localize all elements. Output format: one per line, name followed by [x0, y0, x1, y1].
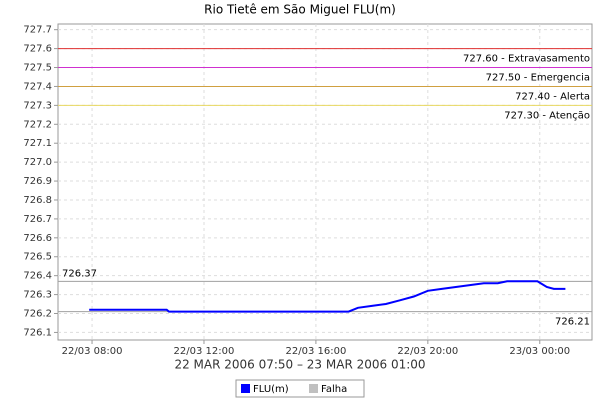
- y-tick-label: 727.0: [23, 157, 52, 168]
- legend-label: FLU(m): [253, 384, 289, 395]
- threshold-label: 727.60 - Extravasamento: [463, 54, 590, 65]
- y-tick-label: 726.7: [23, 214, 52, 225]
- y-tick-label: 726.6: [23, 233, 52, 244]
- y-tick-label: 727.3: [23, 100, 52, 111]
- y-tick-label: 727.1: [23, 138, 52, 149]
- threshold-label: 727.30 - Atenção: [504, 110, 590, 121]
- legend-label: Falha: [321, 384, 347, 395]
- x-tick-label: 22/03 16:00: [285, 346, 346, 357]
- threshold-label: 727.40 - Alerta: [515, 91, 590, 102]
- y-tick-label: 727.7: [23, 25, 52, 36]
- plot-area: [57, 23, 593, 341]
- reference-label: 726.21: [555, 317, 590, 328]
- y-tick-label: 726.5: [23, 252, 52, 263]
- x-tick-label: 22/03 20:00: [397, 346, 458, 357]
- legend-swatch: [309, 384, 318, 393]
- chart-title: Rio Tietê em São Miguel FLU(m): [204, 3, 396, 17]
- y-tick-label: 726.9: [23, 176, 52, 187]
- x-tick-label: 22/03 12:00: [174, 346, 235, 357]
- y-tick-label: 726.4: [23, 271, 52, 282]
- reference-label: 726.37: [62, 268, 97, 279]
- data-line: [89, 280, 566, 313]
- y-tick-label: 727.2: [23, 119, 52, 130]
- y-tick-label: 727.4: [23, 81, 52, 92]
- x-tick-label: 23/03 00:00: [509, 346, 570, 357]
- threshold-label: 727.50 - Emergencia: [486, 73, 590, 84]
- y-tick-label: 726.8: [23, 195, 52, 206]
- y-tick-label: 726.2: [23, 309, 52, 320]
- legend-swatch: [241, 384, 250, 393]
- x-tick-label: 22/03 08:00: [62, 346, 123, 357]
- y-tick-label: 727.6: [23, 44, 52, 55]
- y-tick-label: 727.5: [23, 63, 52, 74]
- x-axis-label: 22 MAR 2006 07:50 – 23 MAR 2006 01:00: [174, 358, 425, 372]
- y-tick-label: 726.1: [23, 327, 52, 338]
- legend-box: [235, 379, 365, 398]
- y-tick-label: 726.3: [23, 290, 52, 301]
